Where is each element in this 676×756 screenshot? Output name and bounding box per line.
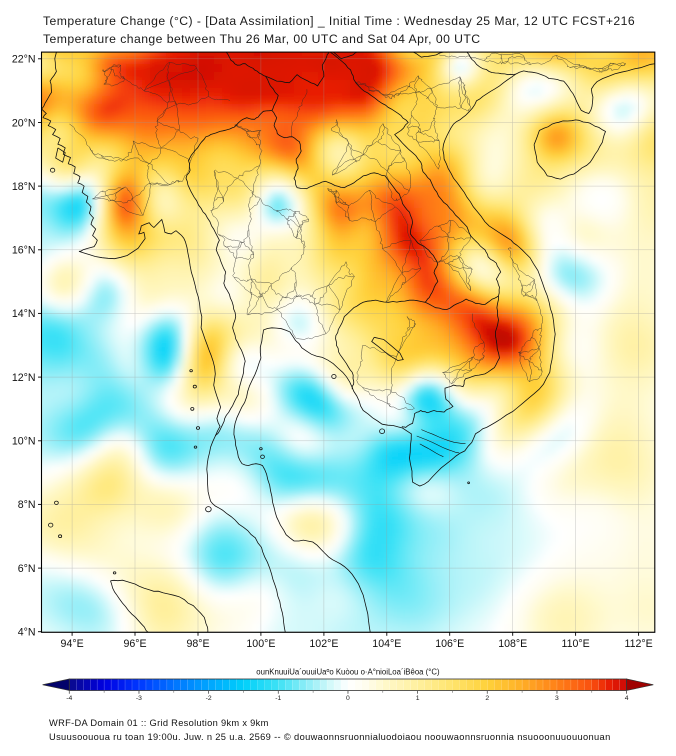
svg-text:Temperature change between Thu: Temperature change between Thu 26 Mar, 0…	[43, 32, 481, 46]
svg-text:Temperature Change (°C) - [Dat: Temperature Change (°C) - [Data Assimila…	[43, 14, 635, 28]
